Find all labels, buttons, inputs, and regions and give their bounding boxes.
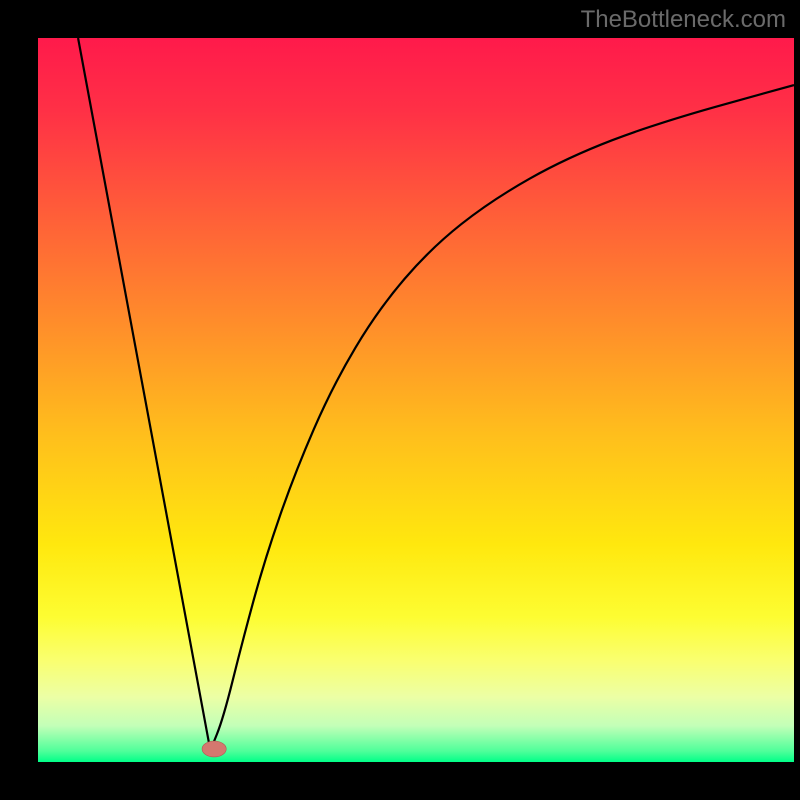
bottleneck-curve (38, 38, 794, 762)
plot-area (38, 38, 794, 762)
chart-container: TheBottleneck.com (0, 0, 800, 800)
watermark-text: TheBottleneck.com (581, 6, 786, 34)
optimum-marker (202, 741, 226, 757)
